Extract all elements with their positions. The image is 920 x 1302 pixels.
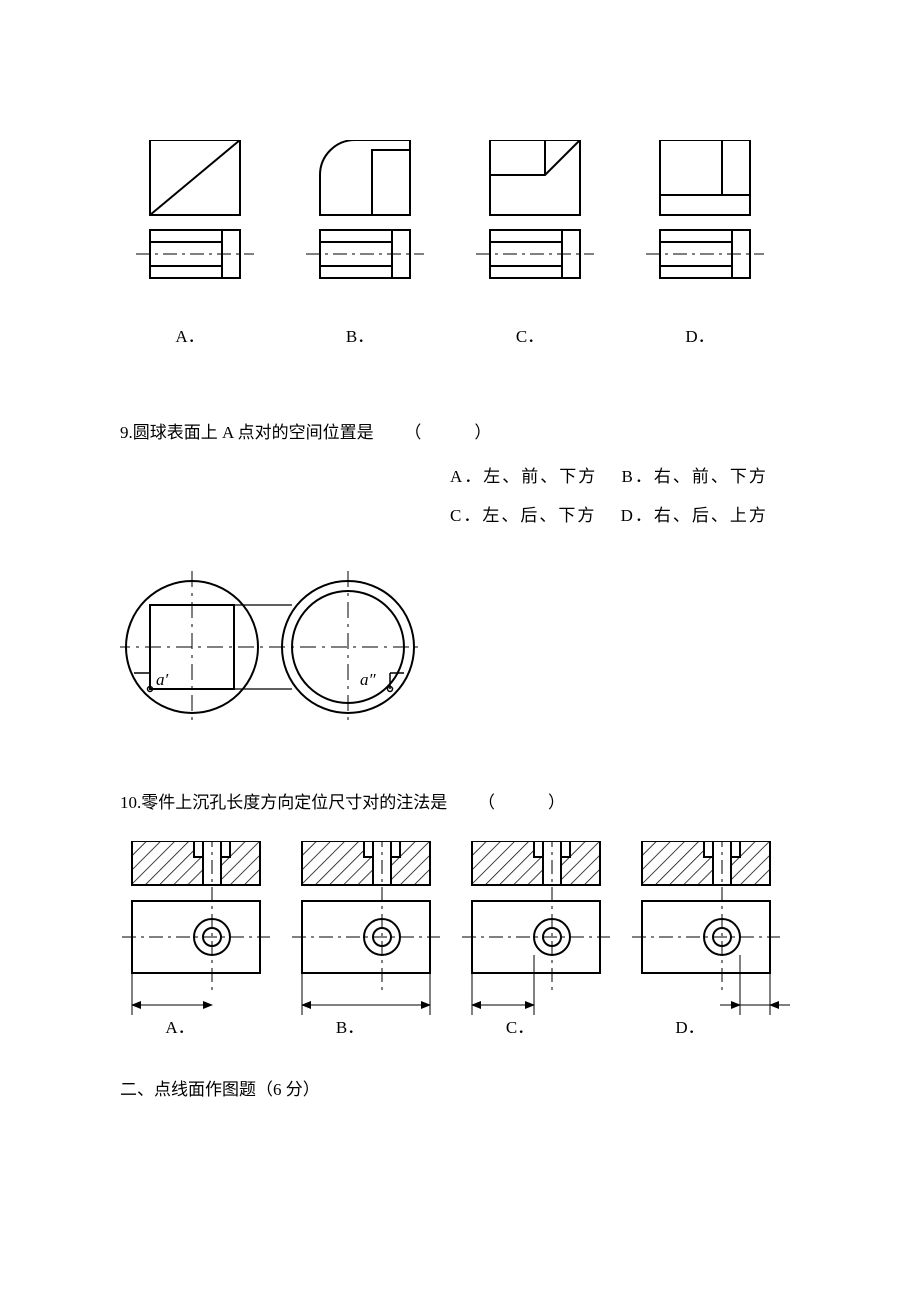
q9-options: A．左、前、下方 B．右、前、下方 C．左、后、下方 D．右、后、上方: [450, 464, 800, 529]
q9-opt-c-key: C．: [450, 506, 482, 525]
q9-opt-c-val: 左、后、下方: [482, 506, 596, 525]
q9-text-span: 圆球表面上 A 点对的空间位置是: [133, 423, 374, 442]
q9-block: 9.圆球表面上 A 点对的空间位置是 （ ） A．左、前、下方 B．右、前、下方…: [120, 420, 800, 529]
q9-paren: （ ）: [378, 420, 510, 446]
q8-label-c: C．: [516, 327, 544, 346]
q8-option-c: C．: [476, 140, 594, 346]
q9-opt-a-key: A．: [450, 467, 483, 486]
q10-option-b: B．: [292, 841, 440, 1037]
q10-block: 10.零件上沉孔长度方向定位尺寸对的注法是 （ ）: [120, 790, 800, 816]
q9-opt-d-val: 右、后、上方: [654, 506, 768, 525]
q10-stem: 10.零件上沉孔长度方向定位尺寸对的注法是 （ ）: [120, 790, 800, 816]
q10-figure: A． B．: [120, 841, 800, 1041]
section2-label: 二、点线面作图题（6 分）: [120, 1080, 320, 1099]
q8-option-d: D．: [646, 140, 764, 346]
q10-number: 10.: [120, 793, 141, 812]
section2-heading: 二、点线面作图题（6 分）: [120, 1077, 800, 1103]
q10-text-span: 零件上沉孔长度方向定位尺寸对的注法是: [141, 793, 447, 812]
q8-figure: A． B．: [120, 140, 800, 350]
q10-label-d: D．: [675, 1018, 704, 1037]
q9-stem: 9.圆球表面上 A 点对的空间位置是 （ ）: [120, 420, 800, 446]
q8-label-b: B．: [346, 327, 374, 346]
q9-label-a1: a′: [156, 670, 169, 689]
q9-opt-b-val: 右、前、下方: [654, 467, 768, 486]
q9-figure: a′ a″: [120, 565, 420, 730]
q10-option-d: D．: [632, 841, 790, 1037]
q8-label-d: D．: [685, 327, 714, 346]
q10-label-b: B．: [336, 1018, 364, 1037]
q8-option-a: A．: [136, 140, 254, 346]
q8-option-b: B．: [306, 140, 424, 346]
q9-opt-d-key: D．: [621, 506, 654, 525]
q9-opt-a-val: 左、前、下方: [483, 467, 597, 486]
q9-number: 9.: [120, 423, 133, 442]
q10-paren: （ ）: [452, 790, 584, 816]
q10-label-a: A．: [165, 1018, 194, 1037]
q9-label-a2: a″: [360, 670, 377, 689]
q9-opt-b-key: B．: [622, 467, 654, 486]
q10-label-c: C．: [506, 1018, 534, 1037]
q10-option-c: C．: [462, 841, 610, 1037]
q8-label-a: A．: [175, 327, 204, 346]
q10-option-a: A．: [122, 841, 270, 1037]
